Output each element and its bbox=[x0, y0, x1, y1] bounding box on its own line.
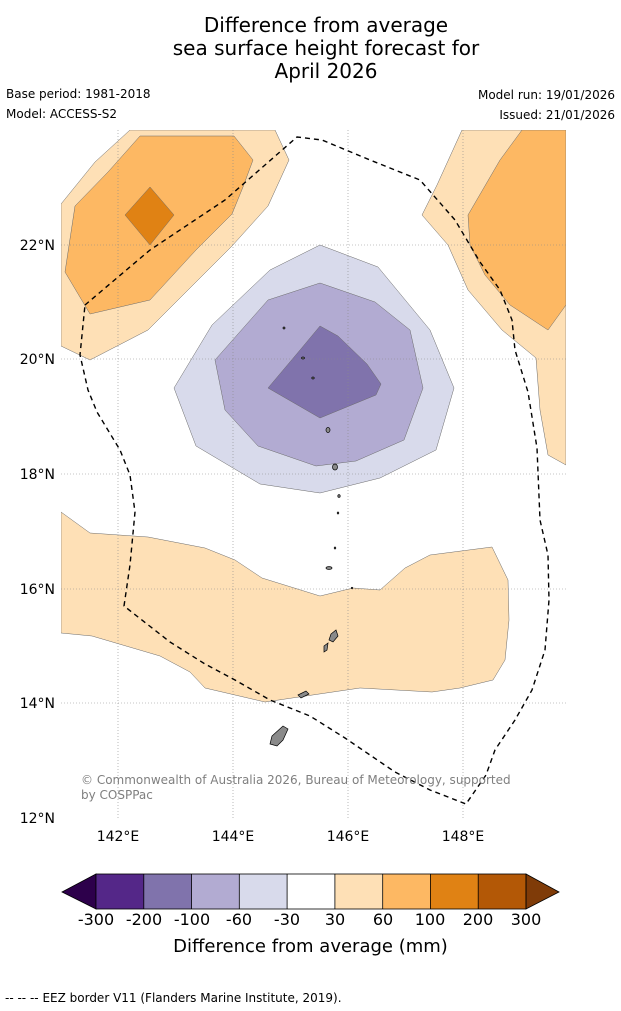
colorbar-segment bbox=[478, 874, 526, 909]
colorbar-segment bbox=[287, 874, 335, 909]
colorbar-extend-min bbox=[61, 873, 97, 910]
colorbar-extend-max bbox=[525, 873, 560, 910]
anomaly-region-30-60-south bbox=[61, 511, 510, 703]
colorbar-tick-label: -300 bbox=[77, 910, 115, 929]
eez-border bbox=[79, 136, 550, 805]
lat-tick-label: 16°N bbox=[20, 582, 55, 598]
colorbar-tick-label: 60 bbox=[372, 910, 394, 929]
eez-legend-text: EEZ border V11 (Flanders Marine Institut… bbox=[42, 991, 342, 1005]
colorbar-tick-label: -60 bbox=[225, 910, 253, 929]
model-label: Model: ACCESS-S2 bbox=[6, 107, 118, 121]
title-line-2: sea surface height forecast for bbox=[172, 36, 480, 60]
colorbar-tick-label: -30 bbox=[273, 910, 301, 929]
colorbar-tick-label: 30 bbox=[324, 910, 346, 929]
sea-surface-height-map: © Commonwealth of Australia 2026, Bureau… bbox=[20, 130, 566, 845]
eez-legend: -- -- -- EEZ border V11 (Flanders Marine… bbox=[5, 991, 342, 1005]
colorbar-tick-label: -200 bbox=[125, 910, 163, 929]
colorbar-tick-label: 100 bbox=[414, 910, 446, 929]
lon-tick-label: 142°E bbox=[97, 829, 140, 845]
mariana-islands bbox=[269, 326, 354, 747]
colorbar-segment bbox=[191, 874, 240, 909]
colorbar-segment bbox=[334, 874, 383, 909]
lon-tick-label: 148°E bbox=[442, 829, 485, 845]
colorbar-tick-label: 200 bbox=[462, 910, 494, 929]
colorbar-title: Difference from average (mm) bbox=[173, 936, 448, 957]
colorbar-tick-label: -100 bbox=[173, 910, 211, 929]
model-run-label: Model run: 19/01/2026 bbox=[477, 88, 615, 102]
title-line-3: April 2026 bbox=[274, 59, 378, 83]
colorbar-dividers bbox=[95, 873, 527, 910]
lon-tick-label: 146°E bbox=[327, 829, 370, 845]
base-period-label: Base period: 1981-2018 bbox=[6, 87, 151, 101]
colorbar-segment bbox=[382, 874, 431, 909]
anomaly-region-100-200-northwest bbox=[124, 186, 175, 246]
copyright-line-2: by COSPPac bbox=[81, 788, 153, 802]
colorbar-segment bbox=[96, 874, 144, 909]
issued-label: Issued: 21/01/2026 bbox=[499, 108, 615, 122]
lat-tick-label: 18°N bbox=[20, 467, 55, 483]
latitude-axis: 22°N 20°N 18°N 16°N 14°N 12°N bbox=[20, 238, 55, 827]
colorbar-segment bbox=[239, 874, 288, 909]
lon-tick-label: 144°E bbox=[212, 829, 255, 845]
lat-tick-label: 22°N bbox=[20, 238, 55, 254]
colorbar bbox=[61, 873, 560, 910]
lat-tick-label: 14°N bbox=[20, 696, 55, 712]
title-line-1: Difference from average bbox=[203, 13, 449, 37]
copyright-line-1: © Commonwealth of Australia 2026, Bureau… bbox=[81, 773, 511, 787]
longitude-axis: 142°E 144°E 146°E 148°E bbox=[97, 829, 485, 845]
eez-legend-symbol: -- -- -- bbox=[5, 991, 39, 1005]
colorbar-segment bbox=[143, 874, 192, 909]
anomaly-region-minus100-minus200 bbox=[267, 325, 382, 419]
lat-tick-label: 12°N bbox=[20, 811, 55, 827]
lat-tick-label: 20°N bbox=[20, 352, 55, 368]
chart-title: Difference from average sea surface heig… bbox=[0, 14, 621, 83]
colorbar-segment bbox=[430, 874, 479, 909]
graticule bbox=[61, 130, 566, 818]
colorbar-tick-label: 300 bbox=[510, 910, 542, 929]
